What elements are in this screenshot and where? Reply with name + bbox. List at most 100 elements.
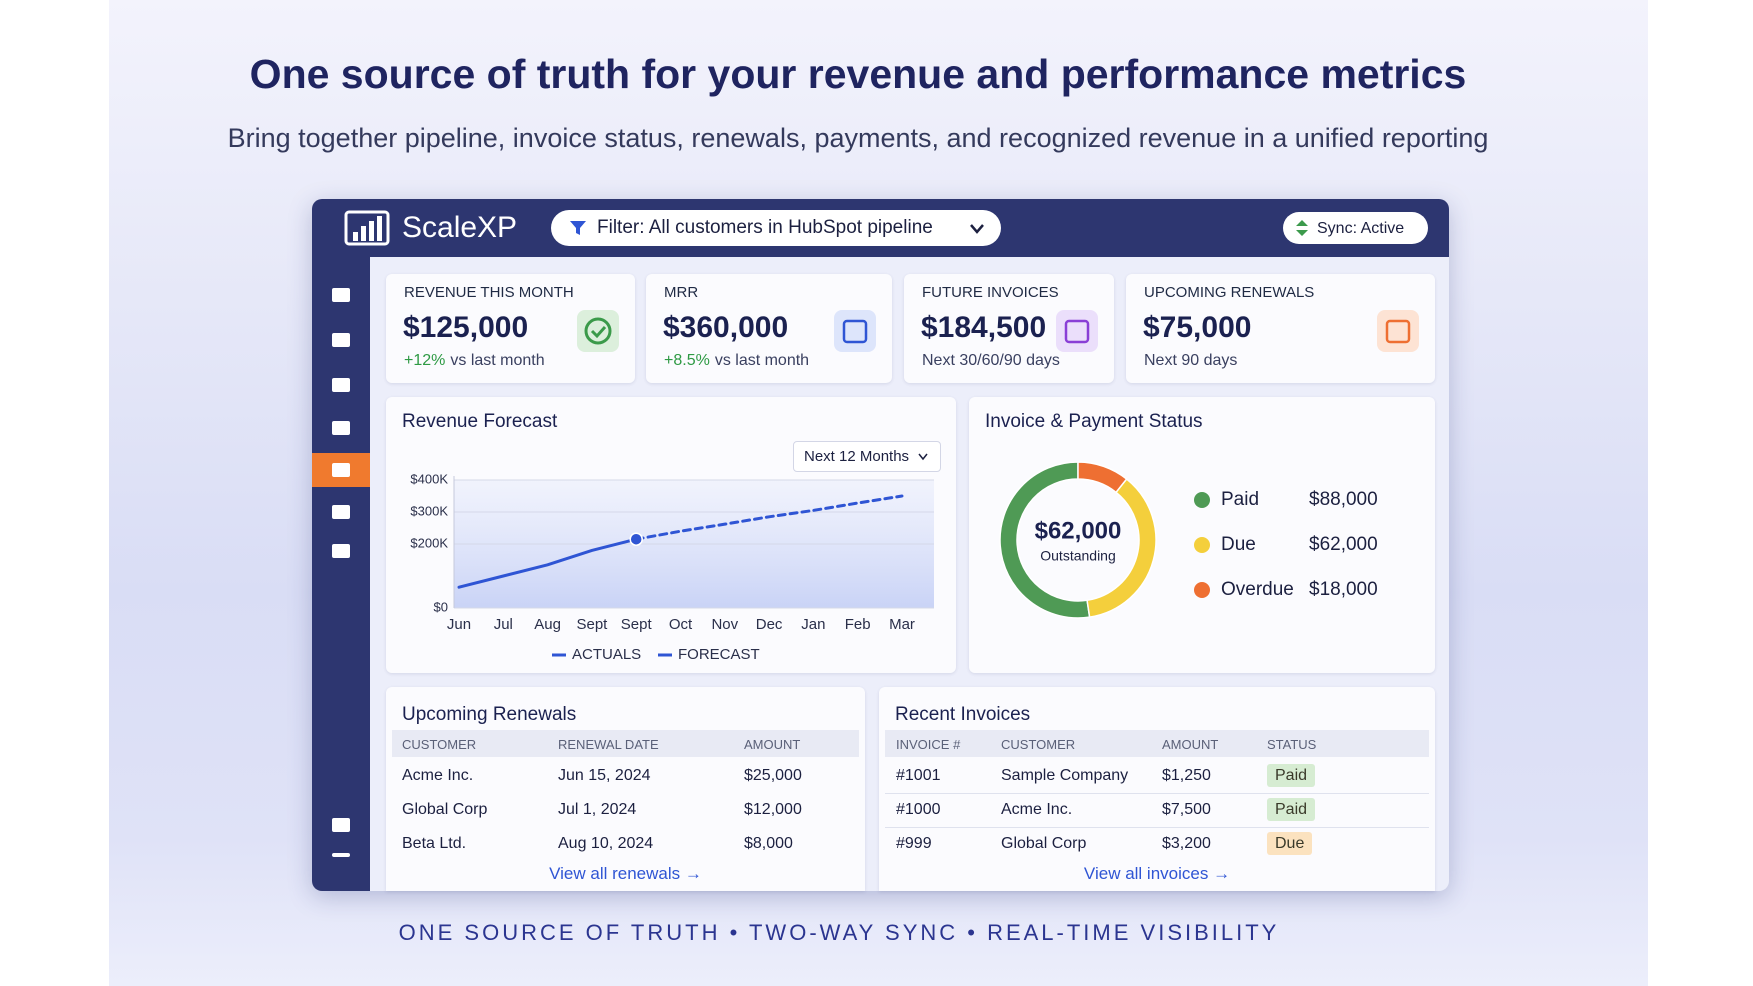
x-tick-label: Sept xyxy=(621,616,653,633)
table-cell: $12,000 xyxy=(744,801,802,819)
table-cell: $7,500 xyxy=(1162,801,1211,819)
series-line xyxy=(634,494,904,541)
kpi-delta-line: Next 90 days xyxy=(1144,351,1237,370)
x-tick-label: Sept xyxy=(576,616,608,633)
status-chart: Paid $88,000 Due $62,000 Overdue $18,000 $62,0… xyxy=(999,461,1378,619)
chevron xyxy=(970,224,984,234)
legend-dot xyxy=(1194,492,1210,508)
kpi-delta: +12% xyxy=(404,352,446,369)
icon-shape xyxy=(332,463,350,477)
series-line xyxy=(457,537,638,589)
sidebar-icon[interactable] xyxy=(331,287,351,303)
status-badge: Paid xyxy=(1267,764,1316,788)
kpi-note: vs last month xyxy=(714,352,810,369)
x-tick-label: Feb xyxy=(845,616,871,633)
kpi-delta-line: Next 30/60/90 days xyxy=(922,351,1060,370)
kpi-delta: +8.5% xyxy=(664,352,710,369)
column-header: CUSTOMER xyxy=(1001,737,1076,753)
icon-bg xyxy=(1056,310,1098,352)
status-panel: Paid $88,000 Due $62,000 Overdue $18,000 $62,0… xyxy=(969,397,1435,673)
current-point xyxy=(629,532,643,546)
column-header: AMOUNT xyxy=(1162,737,1219,753)
filter-text: Filter: All customers in HubSpot pipelin… xyxy=(597,217,933,238)
column-header: AMOUNT xyxy=(744,737,801,753)
kpi-note: Next 30/60/90 days xyxy=(922,352,1060,369)
x-tick-label: Oct xyxy=(669,616,693,633)
kpi-value: $360,000 xyxy=(663,311,789,344)
x-tick-label: Mar xyxy=(889,616,915,633)
sidebar-icon[interactable] xyxy=(331,377,351,393)
legend-label: FORECAST xyxy=(678,646,760,663)
sidebar-icon[interactable] xyxy=(331,847,351,863)
sync-pill[interactable]: Sync: Active xyxy=(1283,212,1428,244)
icon-shape xyxy=(332,818,350,832)
icon-shape xyxy=(332,288,350,302)
kpi-icon xyxy=(1056,310,1098,352)
column-header: CUSTOMER xyxy=(402,737,477,753)
table-cell: $3,200 xyxy=(1162,835,1211,853)
sidebar-icon[interactable] xyxy=(331,462,351,478)
column-header: RENEWAL DATE xyxy=(558,737,659,753)
sidebar-icon[interactable] xyxy=(331,504,351,520)
view-all-link[interactable]: View all invoices → xyxy=(1083,863,1231,883)
logo xyxy=(344,210,390,246)
kpi-value: $75,000 xyxy=(1143,311,1252,344)
icon-shape xyxy=(332,544,350,558)
filter-icon xyxy=(570,221,586,235)
column-header: INVOICE # xyxy=(896,737,961,753)
table-cell: #999 xyxy=(896,835,932,853)
panel-title: Recent Invoices xyxy=(895,703,1031,725)
brand: ScaleXP xyxy=(402,211,518,244)
donut-center-value: $62,000 xyxy=(1035,517,1122,544)
kpi-value: $125,000 xyxy=(403,311,529,344)
table-cell: Global Corp xyxy=(1001,835,1087,853)
panel-title: Revenue Forecast xyxy=(402,410,558,432)
kpi-label: FUTURE INVOICES xyxy=(922,284,1059,301)
panel-title: Invoice & Payment Status xyxy=(985,410,1203,432)
kpi-value: $184,500 xyxy=(921,311,1047,344)
period-text: Next 12 Months xyxy=(804,448,910,465)
table-panel: Upcoming Renewals CUSTOMER RENEWAL DATE AMO… xyxy=(386,687,865,891)
legend-value: $88,000 xyxy=(1309,489,1378,510)
period-dropdown[interactable]: Next 12 Months xyxy=(793,441,941,472)
sidebar-icon[interactable] xyxy=(331,817,351,833)
kpi-label: REVENUE THIS MONTH xyxy=(404,284,574,301)
subheadline: Bring together pipeline, invoice status,… xyxy=(227,123,1489,153)
icon-shape xyxy=(332,378,350,392)
table-cell: $8,000 xyxy=(744,835,793,853)
sidebar-icon[interactable] xyxy=(331,332,351,348)
sidebar-icon[interactable] xyxy=(331,543,351,559)
icon-shape xyxy=(332,333,350,347)
table-cell: #1001 xyxy=(896,767,941,785)
table-cell: #1000 xyxy=(896,801,941,819)
kpi-label: MRR xyxy=(664,284,699,301)
table-cell: Acme Inc. xyxy=(402,767,474,785)
status-badge: Paid xyxy=(1267,798,1316,822)
column-header: STATUS xyxy=(1267,737,1317,753)
table-cell: Jul 1, 2024 xyxy=(558,801,637,819)
table-cell: Global Corp xyxy=(402,801,488,819)
table-header-bg xyxy=(392,730,859,757)
icon-glyph xyxy=(584,317,612,345)
row-divider xyxy=(885,827,1429,828)
forecast-panel: $0 $200K $300K $400K Jun Jul Aug Sept Sept Oct Nov… xyxy=(386,397,956,673)
icon-glyph xyxy=(1385,319,1411,344)
x-tick-label: Jun xyxy=(447,616,471,633)
panel-title: Upcoming Renewals xyxy=(402,703,577,725)
view-all-link[interactable]: View all renewals → xyxy=(549,863,702,883)
sidebar-icon[interactable] xyxy=(331,420,351,436)
x-tick-label: Jul xyxy=(494,616,513,633)
icon-glyph xyxy=(1064,319,1090,344)
kpi-icon xyxy=(834,310,876,352)
legend-dot xyxy=(1194,582,1210,598)
legend-dot xyxy=(1194,537,1210,553)
x-tick-label: Aug xyxy=(534,616,561,633)
chevron xyxy=(918,453,928,461)
icon-glyph xyxy=(842,319,868,344)
filter-pill[interactable]: Filter: All customers in HubSpot pipelin… xyxy=(551,210,1001,246)
x-tick-label: Jan xyxy=(801,616,825,633)
table-cell: $1,250 xyxy=(1162,767,1211,785)
x-tick-label: Nov xyxy=(711,616,738,633)
table-cell: Jun 15, 2024 xyxy=(558,767,651,785)
